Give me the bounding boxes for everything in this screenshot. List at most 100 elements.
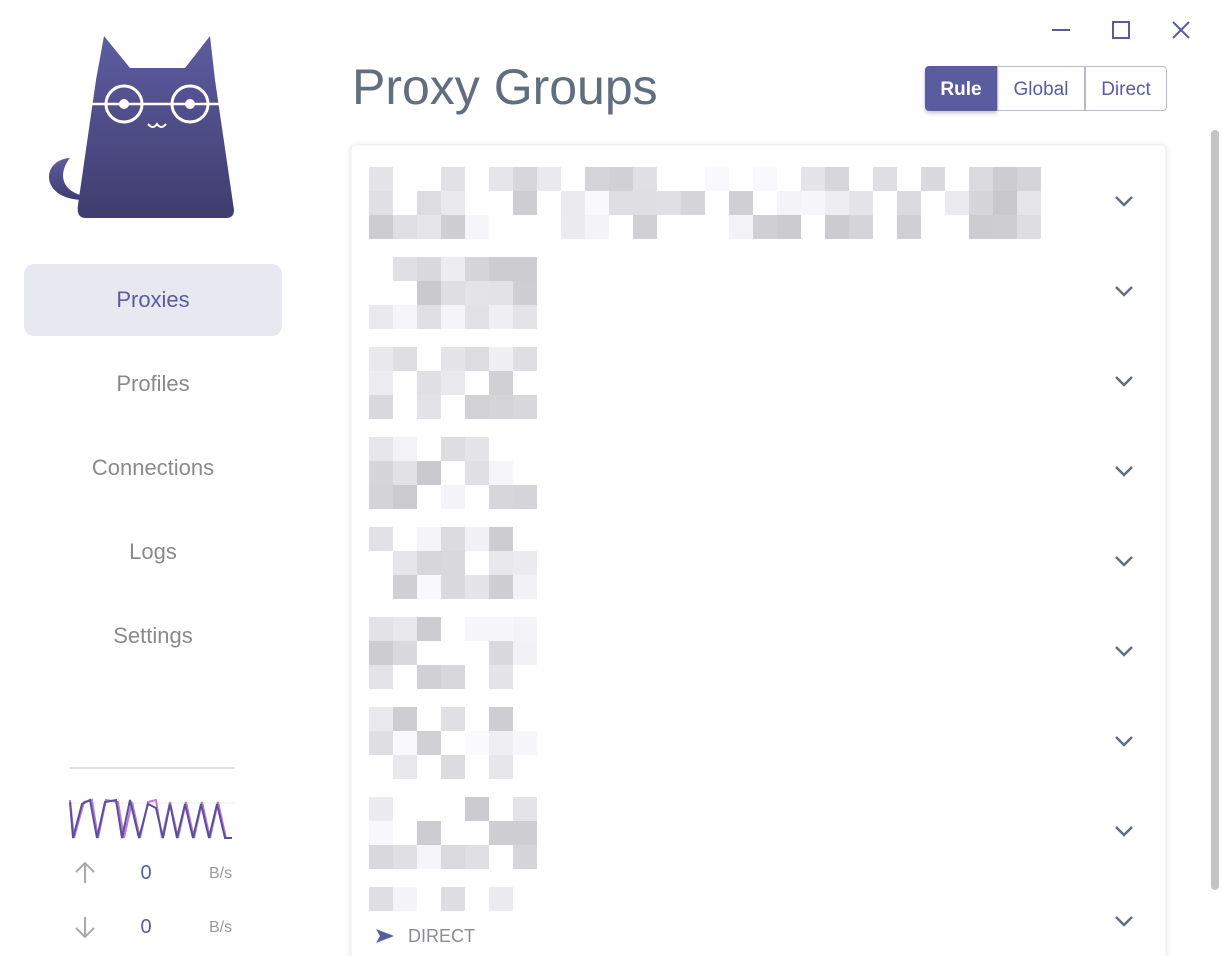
download-speed: 0 [140,916,152,938]
pixel [417,665,441,689]
pixel [513,845,537,869]
expand-chevron[interactable] [1115,376,1133,387]
pixel [417,575,441,599]
pixel [513,617,537,641]
pixel [465,461,489,485]
pixel [489,551,513,575]
pixel [777,215,801,239]
pixel [441,485,465,509]
expand-chevron[interactable] [1115,556,1133,567]
pixel [489,461,513,485]
expand-chevron[interactable] [1115,646,1133,657]
pixel [993,215,1017,239]
pixel [921,167,945,191]
pixel [369,395,393,419]
pixel [465,257,489,281]
pixel [441,437,465,461]
pixel [369,617,393,641]
upload-unit: B/s [209,865,233,882]
pixel [945,191,969,215]
pixel [489,755,513,779]
pixel [369,731,393,755]
scrollbar[interactable] [1211,130,1219,890]
pixel [633,215,657,239]
page-title: Proxy Groups [352,59,658,115]
pixel [825,167,849,191]
nav-item[interactable]: Connections [91,455,215,480]
pixel [489,641,513,665]
mode-button[interactable]: Rule [925,66,997,111]
pixel [969,167,993,191]
pixel [801,191,825,215]
nav-item[interactable]: Settings [113,623,193,648]
pixel [369,707,393,731]
pixel [537,167,561,191]
pixel [609,191,633,215]
pixel [441,551,465,575]
pixel [441,575,465,599]
pixel [465,395,489,419]
expand-chevron[interactable] [1115,286,1133,297]
nav-item[interactable]: Proxies [24,264,282,336]
pixel [441,707,465,731]
pixel [609,167,633,191]
send-icon [376,929,394,943]
pixel [369,371,393,395]
pixel [849,191,873,215]
pixel [465,845,489,869]
pixel [417,371,441,395]
pixel [369,887,393,911]
pixel [465,305,489,329]
expand-chevron[interactable] [1115,196,1133,207]
pixel [417,305,441,329]
selected-proxy: DIRECT [408,926,475,946]
nav-item[interactable]: Logs [129,539,177,564]
expand-chevron[interactable] [1115,916,1133,927]
pixel [393,845,417,869]
pixel [585,191,609,215]
pixel [417,527,441,551]
pixel [417,617,441,641]
pixel [393,485,417,509]
pixel [417,845,441,869]
pixel [465,215,489,239]
expand-chevron[interactable] [1115,826,1133,837]
pixel [897,191,921,215]
mode-button[interactable]: Direct [1085,66,1167,111]
chevrons[interactable] [1115,196,1133,927]
pixel [369,305,393,329]
pixel [393,551,417,575]
pixel [417,461,441,485]
pixel [705,167,729,191]
pixel [369,167,393,191]
pixel [777,191,801,215]
pixel [729,215,753,239]
expand-chevron[interactable] [1115,736,1133,747]
pixel [489,707,513,731]
pixel [489,371,513,395]
pixel [441,167,465,191]
pixel [441,755,465,779]
pixel [393,731,417,755]
pixel [1017,215,1041,239]
pixel [969,191,993,215]
pixel [489,575,513,599]
nav-item[interactable]: Profiles [116,371,190,396]
pixel [825,191,849,215]
pixel [489,887,513,911]
pixel [369,665,393,689]
pixel [393,215,417,239]
pixel [441,845,465,869]
pixel [369,215,393,239]
pixel [489,617,513,641]
pixel [417,281,441,305]
window-controls[interactable] [1052,21,1190,39]
pixel [441,347,465,371]
pixel [489,257,513,281]
mode-button[interactable]: Global [997,66,1085,111]
pixel [393,437,417,461]
expand-chevron[interactable] [1115,466,1133,477]
pixel [825,215,849,239]
pixel [465,281,489,305]
pixel [465,731,489,755]
